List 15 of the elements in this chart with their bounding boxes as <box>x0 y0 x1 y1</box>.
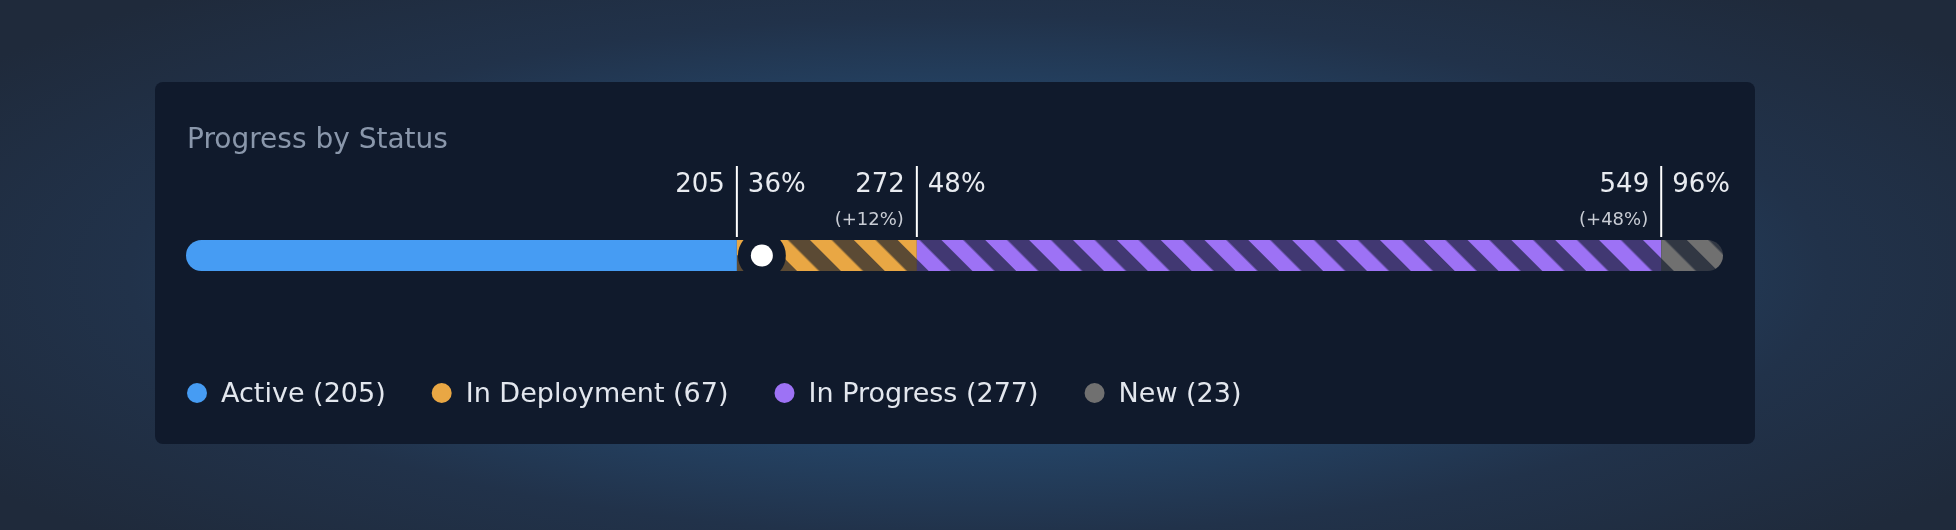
legend-label: In Deployment (67) <box>465 377 729 408</box>
annotation: 205 <box>675 168 725 198</box>
ref-line-label: 48% <box>927 168 986 198</box>
annotation: 272 <box>855 168 905 198</box>
legend-label: Active (205) <box>221 377 386 408</box>
legend-label: In Progress (277) <box>808 377 1039 408</box>
annotation: (+48%) <box>1579 208 1649 229</box>
bar <box>916 240 1662 271</box>
ref-line-label: 96% <box>1672 168 1731 198</box>
annotation: (+12%) <box>834 208 904 229</box>
annotation: 549 <box>1599 168 1650 198</box>
ref-line-label: 36% <box>747 168 806 198</box>
legend-label: New (23) <box>1118 377 1242 408</box>
bar <box>1661 240 1723 271</box>
chart-title: Progress by Status <box>187 122 448 155</box>
